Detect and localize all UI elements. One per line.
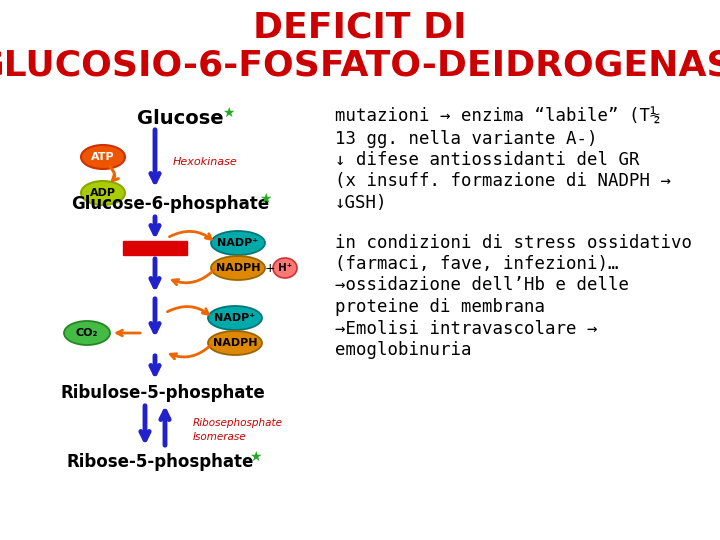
- Text: Glucose-6-phosphate: Glucose-6-phosphate: [71, 195, 269, 213]
- Text: GLUCOSIO-6-FOSFATO-DEIDROGENASI: GLUCOSIO-6-FOSFATO-DEIDROGENASI: [0, 48, 720, 82]
- Text: NADPH: NADPH: [212, 338, 257, 348]
- Ellipse shape: [273, 258, 297, 278]
- Text: (farmaci, fave, infezioni)…: (farmaci, fave, infezioni)…: [335, 255, 618, 273]
- Text: ↓ difese antiossidanti del GR: ↓ difese antiossidanti del GR: [335, 151, 639, 169]
- Text: ★: ★: [222, 106, 234, 120]
- Text: ATP: ATP: [91, 152, 114, 162]
- Ellipse shape: [81, 145, 125, 169]
- Text: Ribose-5-phosphate: Ribose-5-phosphate: [66, 453, 253, 471]
- Text: (x insuff. formazione di NADPH →: (x insuff. formazione di NADPH →: [335, 172, 671, 191]
- Text: Glucose: Glucose: [137, 109, 223, 127]
- Text: ★: ★: [258, 192, 271, 206]
- Text: CO₂: CO₂: [76, 328, 98, 338]
- Text: 13 gg. nella variante A-): 13 gg. nella variante A-): [335, 130, 598, 147]
- Text: →Emolisi intravascolare →: →Emolisi intravascolare →: [335, 320, 598, 338]
- Text: →ossidazione dell’Hb e delle: →ossidazione dell’Hb e delle: [335, 276, 629, 294]
- Text: mutazioni → enzima “labile” (T½: mutazioni → enzima “labile” (T½: [335, 108, 660, 126]
- Text: Hexokinase: Hexokinase: [173, 157, 238, 167]
- Ellipse shape: [208, 331, 262, 355]
- Text: NADP⁺: NADP⁺: [215, 313, 256, 323]
- Text: NADP⁺: NADP⁺: [217, 238, 258, 248]
- Ellipse shape: [211, 256, 265, 280]
- Text: ↓GSH): ↓GSH): [335, 194, 387, 212]
- Text: proteine di membrana: proteine di membrana: [335, 298, 545, 316]
- Ellipse shape: [64, 321, 110, 345]
- Ellipse shape: [81, 181, 125, 205]
- Text: +: +: [265, 262, 275, 275]
- Ellipse shape: [208, 306, 262, 330]
- Text: ADP: ADP: [90, 188, 116, 198]
- Ellipse shape: [211, 231, 265, 255]
- Text: in condizioni di stress ossidativo: in condizioni di stress ossidativo: [335, 233, 692, 252]
- Text: emoglobinuria: emoglobinuria: [335, 341, 472, 359]
- Text: ★: ★: [248, 450, 261, 464]
- Text: Ribosephosphate
Isomerase: Ribosephosphate Isomerase: [193, 418, 283, 442]
- Bar: [123, 241, 187, 255]
- Text: Ribulose-5-phosphate: Ribulose-5-phosphate: [60, 384, 266, 402]
- Text: NADPH: NADPH: [216, 263, 260, 273]
- Text: DEFICIT DI: DEFICIT DI: [253, 10, 467, 44]
- Text: H⁺: H⁺: [278, 263, 292, 273]
